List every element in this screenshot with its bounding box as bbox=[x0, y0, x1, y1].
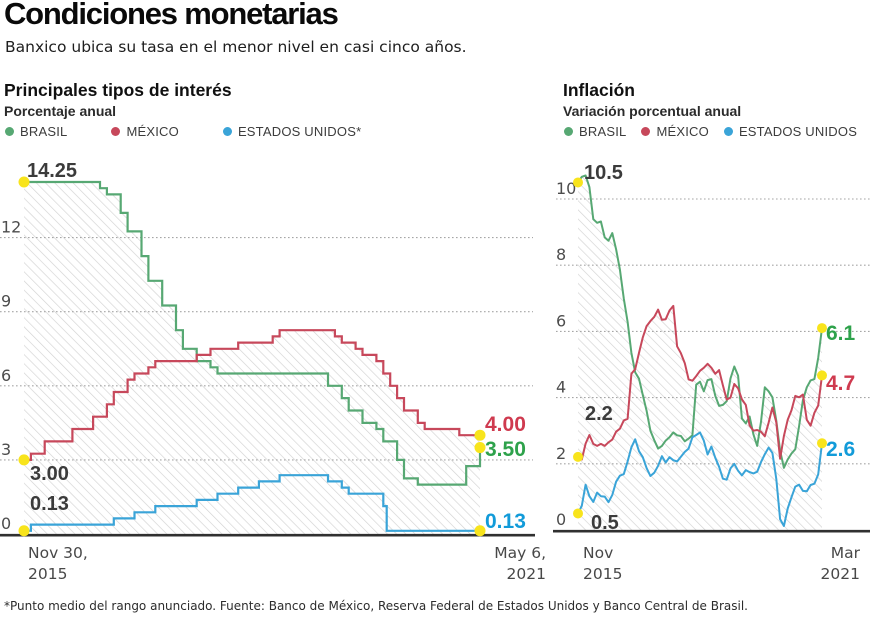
source-footnote: *Punto medio del rango anunciado. Fuente… bbox=[4, 599, 748, 613]
mexico-legend-dot-icon bbox=[111, 127, 121, 136]
brasil-rate-line bbox=[24, 180, 482, 486]
us-start-marker bbox=[18, 525, 30, 537]
y-tick-label: 6 bbox=[1, 366, 11, 385]
mexico-end-marker bbox=[817, 370, 827, 381]
brasil-start-marker bbox=[573, 177, 583, 188]
brasil-end-value-label: 3.50 bbox=[485, 438, 526, 461]
us-end-value-label: 2.6 bbox=[826, 438, 855, 461]
rates-legend: BRASIL MÉXICO ESTADOS UNIDOS* bbox=[5, 124, 405, 139]
x-start-date-line2: 2015 bbox=[28, 565, 67, 583]
legend-label: MÉXICO bbox=[656, 124, 709, 139]
us-legend-dot-icon bbox=[723, 127, 733, 136]
x-start-date-line2: 2015 bbox=[583, 565, 622, 583]
x-end-date-line2: 2021 bbox=[507, 565, 546, 583]
page-subtitle: Banxico ubica su tasa en el menor nivel … bbox=[5, 38, 467, 56]
us-end-value-label: 0.13 bbox=[485, 510, 526, 533]
inflation-line-chart: 0 2 4 6 8 10 10.5 6.1 2.2 4.7 0.5 2.6 Nov 2015 Mar 2021 bbox=[553, 162, 870, 583]
us-end-marker bbox=[474, 525, 486, 537]
us-legend-dot-icon bbox=[222, 127, 232, 136]
legend-item-mexico: MÉXICO bbox=[641, 124, 709, 139]
brasil-end-marker bbox=[817, 323, 827, 334]
hatch-area bbox=[24, 182, 480, 534]
legend-item-brasil: BRASIL bbox=[564, 124, 626, 139]
us-start-marker bbox=[573, 508, 583, 519]
legend-label: ESTADOS UNIDOS* bbox=[237, 124, 362, 139]
legend-item-us: ESTADOS UNIDOS bbox=[723, 124, 858, 139]
mexico-start-value-label: 2.2 bbox=[585, 403, 613, 425]
x-start-date-line1: Nov bbox=[583, 544, 613, 562]
brasil-start-value-label: 14.25 bbox=[27, 160, 77, 182]
legend-item-us: ESTADOS UNIDOS* bbox=[222, 124, 362, 139]
legend-label: MÉXICO bbox=[126, 124, 179, 139]
legend-label: BRASIL bbox=[20, 124, 68, 139]
brasil-start-marker bbox=[18, 176, 30, 188]
brasil-end-value-label: 6.1 bbox=[826, 322, 856, 345]
mexico-start-value-label: 3.00 bbox=[30, 463, 69, 485]
x-end-date-line1: May 6, bbox=[494, 544, 546, 562]
brasil-legend-dot-icon bbox=[564, 127, 573, 136]
inflation-chart-unit: Variación porcentual anual bbox=[563, 103, 742, 119]
legend-label: BRASIL bbox=[579, 124, 627, 139]
y-tick-label: 9 bbox=[1, 292, 11, 311]
brasil-start-value-label: 10.5 bbox=[584, 162, 623, 184]
brasil-end-marker bbox=[474, 442, 486, 454]
x-start-date-line1: Nov 30, bbox=[28, 544, 88, 562]
y-tick-label: 8 bbox=[556, 245, 566, 264]
us-end-marker bbox=[817, 438, 827, 449]
y-tick-label: 2 bbox=[556, 444, 566, 463]
x-end-date-line2: 2021 bbox=[821, 565, 860, 583]
y-tick-label: 10 bbox=[556, 179, 576, 198]
x-end-date-line1: Mar bbox=[831, 544, 861, 562]
mexico-start-marker bbox=[18, 454, 30, 466]
y-tick-label: 6 bbox=[556, 311, 566, 330]
legend-item-mexico: MÉXICO bbox=[111, 124, 179, 139]
mexico-legend-dot-icon bbox=[641, 127, 651, 136]
mexico-start-marker bbox=[573, 451, 583, 462]
rates-chart-unit: Porcentaje anual bbox=[4, 103, 117, 119]
y-tick-label: 0 bbox=[1, 514, 11, 533]
y-tick-label: 12 bbox=[1, 218, 21, 237]
y-tick-label: 4 bbox=[556, 378, 566, 397]
mexico-inflation-line bbox=[577, 304, 823, 461]
mexico-end-value-label: 4.7 bbox=[826, 372, 855, 395]
inflation-legend: BRASIL MÉXICO ESTADOS UNIDOS bbox=[564, 124, 870, 139]
mexico-end-marker bbox=[474, 429, 486, 441]
us-inflation-line bbox=[577, 431, 823, 527]
us-start-value-label: 0.13 bbox=[30, 493, 69, 515]
us-rate-line bbox=[24, 474, 480, 532]
page-title: Condiciones monetarias bbox=[4, 0, 339, 31]
us-start-value-label: 0.5 bbox=[591, 512, 619, 534]
inflation-chart-title: Inflación bbox=[563, 80, 635, 100]
rates-step-chart: 0 3 6 9 12 14.25 3.50 3.00 4.00 0.13 0.13 Nov 30, 20… bbox=[0, 160, 546, 583]
hatch-area bbox=[578, 175, 822, 530]
rates-chart-title: Principales tipos de interés bbox=[4, 80, 232, 100]
legend-label: ESTADOS UNIDOS bbox=[738, 124, 858, 139]
brasil-legend-dot-icon bbox=[5, 127, 14, 136]
y-tick-label: 3 bbox=[1, 440, 11, 459]
y-tick-label: 0 bbox=[556, 510, 566, 529]
legend-item-brasil: BRASIL bbox=[5, 124, 67, 139]
mexico-end-value-label: 4.00 bbox=[485, 413, 526, 436]
mexico-rate-line bbox=[24, 329, 480, 461]
